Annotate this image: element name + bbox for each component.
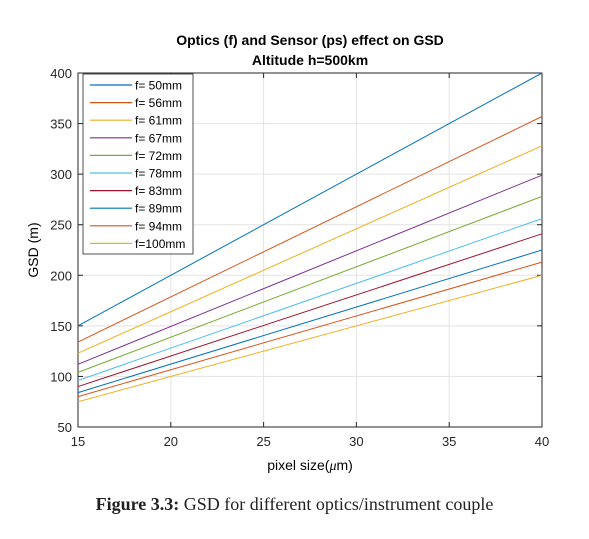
x-tick-label: 40 bbox=[535, 434, 549, 449]
y-axis-label: GSD (m) bbox=[25, 222, 41, 277]
series-line-8 bbox=[77, 249, 543, 394]
series-lines bbox=[77, 72, 543, 403]
legend-label: f= 83mm bbox=[135, 184, 182, 198]
series-line-6 bbox=[77, 218, 543, 381]
legend-items: f= 50mm f= 56mm f= 61mm f= 67mm f= 72mm f= 78… bbox=[90, 79, 185, 251]
legend-label: f= 61mm bbox=[135, 114, 182, 128]
series-line-3 bbox=[77, 145, 543, 354]
series-line-4 bbox=[77, 174, 543, 365]
x-axis-label: pixel size(μm) bbox=[267, 457, 353, 474]
gsd-chart: Optics (f) and Sensor (ps) effect on GSD… bbox=[25, 32, 549, 474]
x-tick-label: 25 bbox=[256, 434, 270, 449]
x-tick-label: 20 bbox=[164, 434, 178, 449]
x-tick-label: 35 bbox=[442, 434, 456, 449]
y-tick-label: 350 bbox=[50, 117, 72, 132]
legend-label: f=100mm bbox=[135, 237, 185, 251]
legend-label: f= 78mm bbox=[135, 167, 182, 181]
figure-caption-text: GSD for different optics/instrument coup… bbox=[183, 494, 494, 514]
x-tick-label: 30 bbox=[349, 434, 363, 449]
x-axis-label-prefix: pixel size( bbox=[267, 457, 330, 473]
legend-label: f= 50mm bbox=[135, 79, 182, 93]
y-tick-label: 50 bbox=[58, 420, 72, 435]
legend-label: f= 67mm bbox=[135, 131, 182, 145]
series-line-9 bbox=[77, 261, 543, 398]
y-tick-label: 100 bbox=[50, 369, 72, 384]
legend-label: f= 72mm bbox=[135, 149, 182, 163]
series-line-5 bbox=[77, 195, 543, 373]
legend-label: f= 56mm bbox=[135, 96, 182, 110]
series-line-1 bbox=[77, 72, 543, 327]
y-axis-ticks: 50 100 150 200 250 300 350 400 bbox=[50, 66, 542, 435]
chart-title: Optics (f) and Sensor (ps) effect on GSD bbox=[176, 32, 444, 48]
figure-caption: Figure 3.3: GSD for different optics/ins… bbox=[0, 494, 589, 515]
y-tick-label: 400 bbox=[50, 66, 72, 81]
y-tick-label: 300 bbox=[50, 167, 72, 182]
legend-label: f= 94mm bbox=[135, 219, 182, 233]
x-axis-ticks: 15 20 25 30 35 40 bbox=[71, 73, 549, 449]
y-tick-label: 150 bbox=[50, 319, 72, 334]
x-tick-label: 15 bbox=[71, 434, 85, 449]
x-axis-label-mu: μ bbox=[328, 459, 336, 474]
figure-label: Figure 3.3: bbox=[95, 494, 180, 514]
legend-label: f= 89mm bbox=[135, 202, 182, 216]
chart-subtitle: Altitude h=500km bbox=[252, 52, 368, 68]
series-line-10 bbox=[77, 274, 543, 403]
legend: f= 50mm f= 56mm f= 61mm f= 67mm f= 72mm f= 78… bbox=[82, 73, 194, 255]
x-axis-label-suffix: m) bbox=[336, 457, 352, 473]
series-line-2 bbox=[77, 116, 543, 343]
series-line-7 bbox=[77, 233, 543, 388]
legend-box bbox=[82, 73, 194, 255]
y-tick-label: 250 bbox=[50, 218, 72, 233]
y-tick-label: 200 bbox=[50, 268, 72, 283]
